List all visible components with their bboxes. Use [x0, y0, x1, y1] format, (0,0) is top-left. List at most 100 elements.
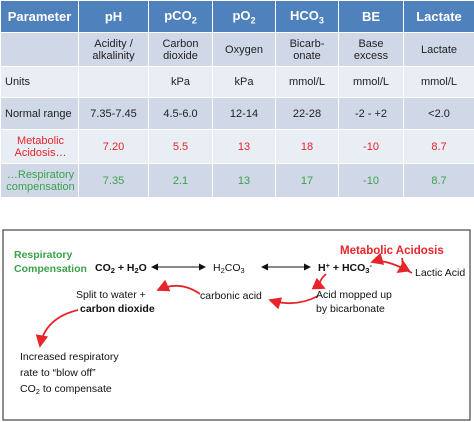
- header-text: BE: [361, 9, 381, 24]
- red-arrow: [156, 279, 201, 295]
- table-row: Acidity / alkalinity Carbon dioxide Oxygen…: [0, 32, 474, 67]
- header-text: Parameter: [7, 9, 72, 24]
- cell-text: Base excess: [353, 37, 389, 62]
- reaction-arrows: [35, 252, 413, 348]
- cell-text: 22-28: [292, 107, 322, 120]
- red-arrow: [268, 295, 319, 310]
- label-part: Lactic Acid: [415, 267, 465, 279]
- label-part: O: [139, 262, 147, 274]
- table-cell: Units: [0, 66, 79, 98]
- label-part: CO: [95, 262, 111, 274]
- red-arrow: [370, 252, 413, 274]
- table-cell: Bicarb-onate: [275, 32, 339, 67]
- label-part: 2: [111, 266, 115, 275]
- label-part: carbonic acid: [200, 290, 262, 302]
- label-part: + H: [115, 262, 135, 274]
- table-cell: 12-14: [212, 97, 276, 130]
- label-part: CO: [225, 262, 241, 274]
- table-cell: Oxygen: [212, 32, 276, 67]
- table-cell: 7.20: [78, 129, 149, 164]
- cell-text: 8.7: [431, 140, 447, 153]
- diagram-label: Metabolic Acidosis: [340, 245, 444, 257]
- header-row: Parameter pH pCO2 pO2 HCO3 BE Lactate: [0, 0, 474, 33]
- cell-text: Carbon dioxide: [162, 37, 199, 62]
- table-row: Units kPa kPa mmol/L mmol/L mmol/L: [0, 66, 474, 98]
- table-cell: 2.1: [148, 163, 213, 198]
- label-part: carbon dioxide: [80, 303, 155, 315]
- table-cell: <2.0: [403, 97, 474, 130]
- cell-text: …Respiratory compensation: [6, 168, 75, 193]
- table-cell: 8.7: [403, 163, 474, 198]
- table-cell: Normal range: [0, 97, 79, 130]
- table-cell: -10: [338, 163, 404, 198]
- header-cell: HCO3: [275, 0, 339, 33]
- parameter-table: Parameter pH pCO2 pO2 HCO3 BE Lactate Acidity …: [0, 0, 474, 198]
- diagram-label: Lactic Acid: [415, 267, 465, 279]
- table-cell: 8.7: [403, 129, 474, 164]
- diagram-label: H+ + HCO3-: [318, 261, 372, 275]
- table-cell: 7.35-7.45: [78, 97, 149, 130]
- diagram-label: Respiratory: [14, 249, 73, 261]
- table-cell: 5.5: [148, 129, 213, 164]
- label-part: Increased respiratory: [20, 351, 119, 363]
- cell-text: 13: [237, 140, 251, 153]
- header-text: HCO: [290, 7, 319, 23]
- cell-text: mmol/L: [352, 76, 390, 88]
- diagram-label: rate to “blow off”: [20, 367, 96, 379]
- header-cell: pCO2: [148, 0, 213, 33]
- table-cell: 22-28: [275, 97, 339, 130]
- table-row: Normal range 7.35-7.45 4.5-6.0 12-14 22-28 -2…: [0, 97, 474, 130]
- header-cell: Lactate: [403, 0, 474, 33]
- table-cell: 4.5-6.0: [148, 97, 213, 130]
- header-text: pH: [104, 9, 123, 24]
- label-part: 2: [36, 387, 40, 396]
- cell-text: mmol/L: [420, 76, 458, 88]
- cell-text: Bicarb-onate: [289, 37, 325, 62]
- cell-text: 8.7: [431, 174, 447, 187]
- table-cell: Acidity / alkalinity: [78, 32, 149, 67]
- table-cell: kPa: [148, 66, 213, 98]
- red-arrow: [35, 309, 79, 348]
- diagram-label: Split to water +: [76, 289, 146, 301]
- cell-text: Acidity / alkalinity: [92, 37, 135, 62]
- label-part: + HCO: [330, 262, 365, 274]
- diagram-label: CO2 + H2O: [95, 262, 147, 275]
- diagram-label: CO2 to compensate: [20, 383, 112, 396]
- cell-text: -10: [363, 174, 379, 187]
- diagram-label: H2CO3: [213, 262, 245, 275]
- label-part: Split to water +: [76, 289, 146, 301]
- cell-text: 7.20: [102, 140, 125, 153]
- label-part: 2: [221, 266, 225, 275]
- label-part: -: [369, 261, 372, 270]
- table-cell: 17: [275, 163, 339, 198]
- label-part: Acid mopped up: [316, 289, 392, 301]
- header-cell: BE: [338, 0, 404, 33]
- table-cell: -2 - +2: [338, 97, 404, 130]
- cell-text: Oxygen: [225, 43, 263, 56]
- header-cell: Parameter: [0, 0, 79, 33]
- table-cell: 13: [212, 129, 276, 164]
- diagram-label: by bicarbonate: [316, 303, 385, 315]
- table-cell: [78, 66, 149, 98]
- table-cell: Carbon dioxide: [148, 32, 213, 67]
- label-part: Respiratory: [14, 249, 73, 261]
- diagram-label: carbonic acid: [200, 290, 262, 302]
- table-cell: mmol/L: [403, 66, 474, 98]
- cell-text: Metabolic Acidosis…: [14, 134, 67, 159]
- table-cell: 7.35: [78, 163, 149, 198]
- red-arrow: [396, 257, 411, 273]
- label-part: H: [318, 262, 326, 274]
- table-cell: Lactate: [403, 32, 474, 67]
- header-cell: pH: [78, 0, 149, 33]
- diagram-label: Compensation: [14, 263, 87, 275]
- diagram-label: Increased respiratory: [20, 351, 119, 363]
- cell-text: -2 - +2: [354, 107, 388, 120]
- label-part: H: [213, 262, 221, 274]
- cell-text: 17: [300, 174, 314, 187]
- label-part: CO: [20, 383, 36, 395]
- cell-text: 2.1: [172, 174, 189, 187]
- header-text: Lactate: [416, 9, 462, 24]
- cell-text: 13: [237, 174, 251, 187]
- cell-text: -10: [363, 140, 379, 153]
